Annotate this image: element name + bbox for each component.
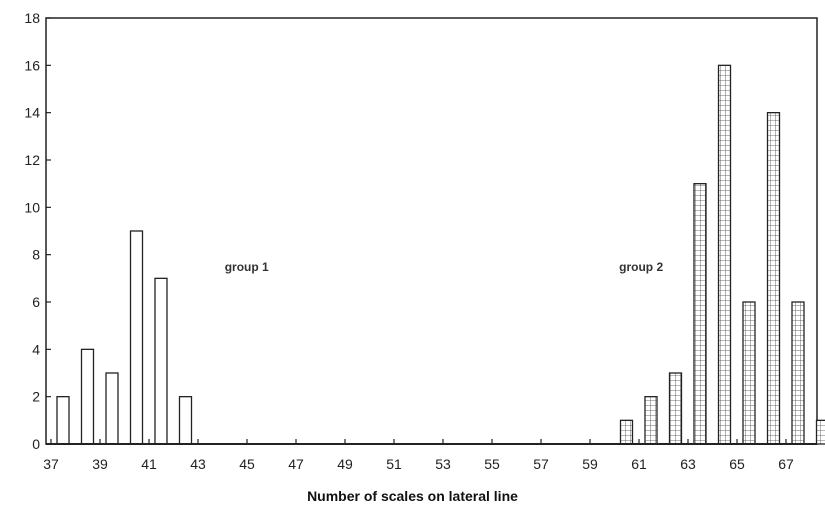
bar-2-60 — [619, 419, 634, 445]
y-tick-label-2: 4 — [32, 341, 40, 357]
bar-2-67 — [791, 301, 805, 445]
x-tick-label-2: 41 — [141, 456, 157, 472]
y-tick-label-4: 8 — [32, 247, 40, 263]
y-tick-label-1: 2 — [32, 389, 40, 405]
bar-2-68 — [815, 419, 825, 445]
bar-2-61 — [644, 396, 658, 445]
y-tick-label-8: 16 — [24, 57, 40, 73]
x-tick-label-3: 43 — [190, 456, 206, 472]
bar-2-64 — [717, 64, 732, 445]
x-axis-label: Number of scales on lateral line — [307, 488, 518, 504]
bar-2-63 — [693, 183, 707, 445]
bar-2-66 — [766, 112, 781, 445]
x-tick-label-13: 63 — [680, 456, 696, 472]
x-tick-label-9: 55 — [484, 456, 500, 472]
y-tick-label-5: 10 — [24, 199, 40, 215]
bar-1-41 — [154, 277, 168, 445]
x-tick-label-15: 67 — [778, 456, 794, 472]
y-tick-label-0: 0 — [32, 436, 40, 452]
bar-1-39 — [105, 372, 119, 445]
x-tick-label-8: 53 — [435, 456, 451, 472]
x-tick-label-12: 61 — [631, 456, 647, 472]
annotation-1: group 1 — [225, 260, 269, 274]
bar-2-62 — [668, 372, 683, 445]
bar-1-37 — [56, 396, 70, 445]
histogram-chart: 0 2 4 6 8 10 12 14 16 18 37 39 41 43 45 47 49 51 53 55 57 59 6… — [24, 10, 825, 472]
x-tick-label-0: 37 — [43, 456, 59, 472]
bar-1-38 — [80, 348, 95, 445]
x-tick-label-11: 59 — [582, 456, 598, 472]
y-tick-label-3: 6 — [32, 294, 40, 310]
annotation-2: group 2 — [619, 260, 663, 274]
bar-2-65 — [742, 301, 756, 445]
y-tick-label-6: 12 — [24, 152, 40, 168]
bar-1-40 — [129, 230, 144, 445]
y-tick-label-9: 18 — [24, 10, 40, 26]
x-tick-label-14: 65 — [729, 456, 745, 472]
x-tick-label-5: 47 — [288, 456, 304, 472]
x-tick-label-10: 57 — [533, 456, 549, 472]
x-tick-label-7: 51 — [386, 456, 402, 472]
x-tick-label-1: 39 — [92, 456, 108, 472]
x-tick-label-6: 49 — [337, 456, 353, 472]
x-tick-label-4: 45 — [239, 456, 255, 472]
bar-1-42 — [178, 396, 193, 445]
y-tick-label-7: 14 — [24, 105, 40, 121]
